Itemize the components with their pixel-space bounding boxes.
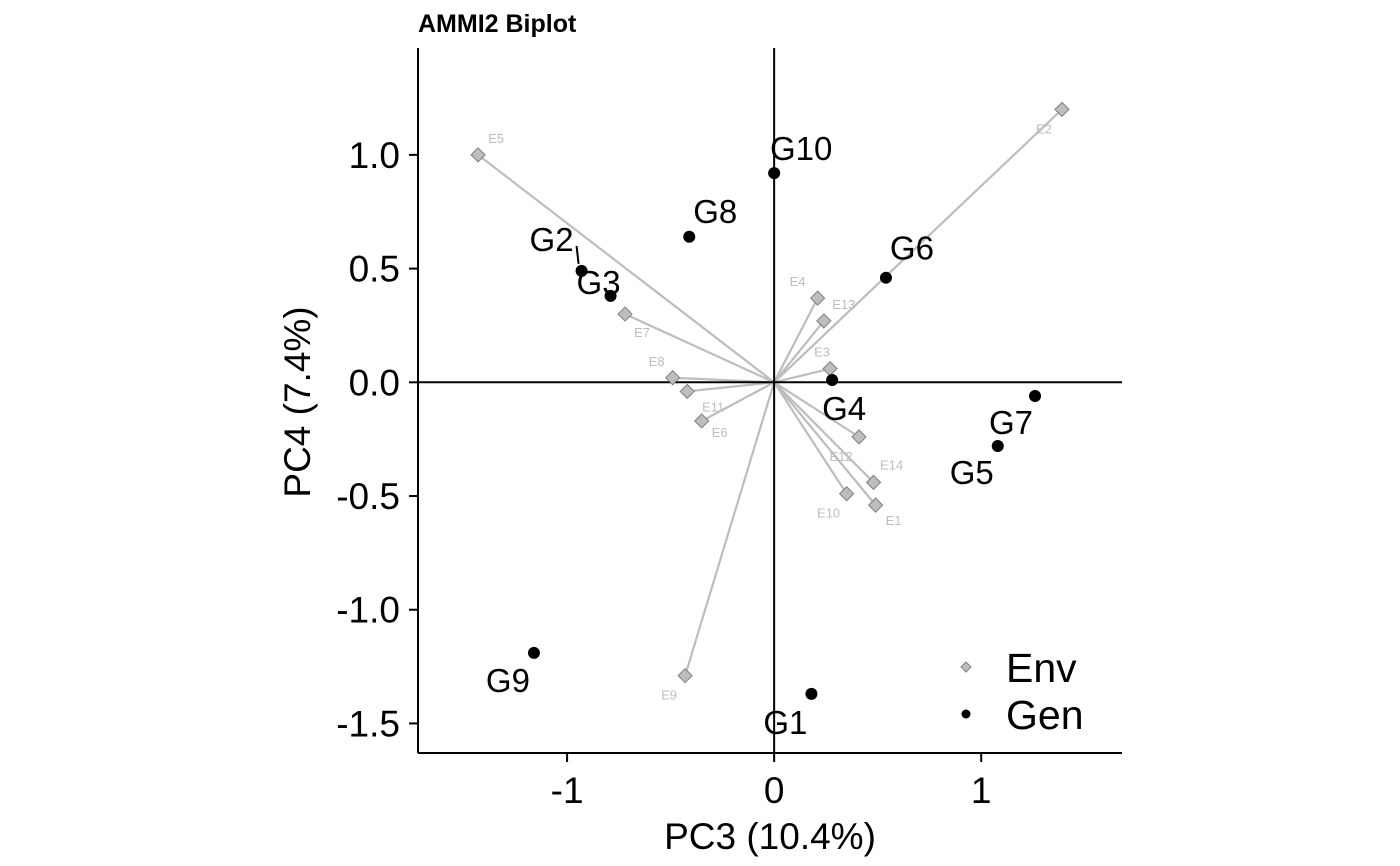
y-tick-label: 0.0 (349, 362, 400, 403)
env-point (679, 383, 695, 400)
env-label: E5 (488, 131, 504, 146)
gen-point (527, 646, 540, 659)
env-point (809, 290, 826, 306)
y-tick-label: 0.5 (349, 249, 400, 290)
gen-label: G3 (577, 264, 621, 301)
env-vector (773, 108, 1063, 384)
env-point (693, 413, 710, 429)
env-label: E6 (712, 425, 728, 440)
gen-point (575, 264, 588, 277)
gen-label-leader (575, 245, 580, 264)
chart-title: AMMI2 Biplot (418, 10, 577, 38)
env-vector (773, 367, 831, 384)
gen-label: G7 (989, 404, 1033, 441)
gen-label: G10 (770, 130, 832, 167)
gen-label: G4 (822, 390, 866, 427)
env-label: E8 (649, 354, 665, 369)
x-axis-title: PC3 (10.4%) (664, 816, 876, 857)
env-vector (773, 381, 848, 495)
env-vector (773, 320, 825, 383)
env-label: E11 (702, 399, 724, 414)
env-point (664, 370, 681, 386)
gen-label: G5 (950, 454, 994, 491)
env-label: E4 (790, 274, 806, 289)
gen-label: G9 (486, 662, 530, 699)
y-tick-label: -0.5 (336, 476, 400, 517)
env-vector (684, 381, 776, 676)
env-vector (773, 297, 819, 383)
y-tick-label: -1.0 (336, 590, 400, 631)
env-label: E3 (814, 345, 830, 360)
gen-point (683, 230, 696, 243)
env-label: E14 (880, 457, 903, 472)
env-label: E10 (817, 506, 840, 521)
y-tick-label: 1.0 (349, 135, 400, 176)
legend-gen-marker (961, 709, 971, 719)
legend-gen-label: Gen (1006, 692, 1084, 738)
gen-label: G1 (763, 704, 807, 741)
env-point (822, 360, 838, 377)
env-point (851, 429, 867, 445)
gen-label: G6 (890, 230, 934, 267)
env-points (470, 101, 1070, 684)
env-vector (773, 381, 875, 484)
legend-env-label: Env (1006, 645, 1077, 691)
env-point (1054, 101, 1070, 118)
x-tick-label: -1 (551, 770, 584, 811)
env-point (838, 486, 855, 502)
y-axis-title: PC4 (7.4%) (277, 306, 318, 497)
env-vector (773, 381, 877, 506)
gen-points (527, 167, 1042, 700)
axes: -1 0 1 -1.5 -1.0 -0.5 0.0 0.5 1.0 (336, 48, 1122, 811)
y-tick-label: -1.5 (336, 703, 400, 744)
x-tick-label: 1 (971, 770, 992, 811)
env-vectors (477, 108, 1063, 676)
env-vector (624, 313, 775, 384)
reference-lines (418, 48, 1122, 753)
env-point (617, 306, 633, 322)
gen-label: G8 (693, 193, 737, 230)
gen-label: G2 (530, 221, 574, 258)
gen-point (879, 271, 892, 284)
env-point (816, 313, 832, 329)
legend-env-marker (960, 661, 972, 673)
env-label: E2 (1036, 121, 1052, 136)
env-point (470, 147, 486, 163)
env-point (865, 474, 882, 491)
env-vector (687, 381, 775, 393)
gen-point (768, 167, 781, 180)
env-point (867, 497, 884, 513)
env-vector (701, 381, 775, 422)
gen-point (1029, 389, 1042, 402)
env-label: E13 (832, 297, 855, 312)
x-tick-label: 0 (764, 770, 785, 811)
gen-point (826, 374, 839, 387)
gen-point (805, 687, 818, 700)
env-label: E1 (886, 513, 902, 528)
env-label: E12 (829, 449, 852, 464)
gen-point (604, 289, 617, 302)
env-vector (773, 381, 860, 438)
env-vector (477, 154, 775, 384)
env-label: E9 (661, 688, 677, 703)
env-point (677, 667, 693, 684)
gen-point (991, 439, 1004, 452)
env-label: E7 (634, 325, 650, 340)
